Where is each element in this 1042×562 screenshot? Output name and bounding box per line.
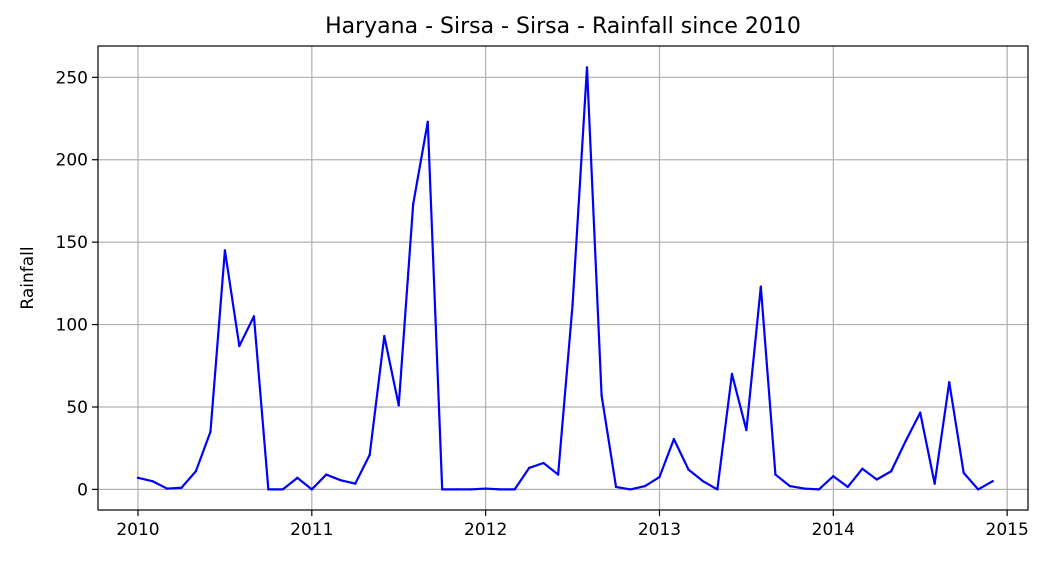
data-point <box>383 334 386 338</box>
data-point <box>542 461 545 465</box>
data-point <box>498 488 502 491</box>
data-point <box>759 285 763 288</box>
data-point <box>614 485 618 489</box>
data-point <box>223 249 227 252</box>
data-point <box>296 476 299 480</box>
data-point <box>455 488 458 491</box>
data-point <box>817 488 821 491</box>
y-axis-label: Rainfall <box>18 246 38 309</box>
data-point <box>730 372 734 376</box>
data-point <box>238 344 241 348</box>
y-tick-label: 200 <box>56 151 88 171</box>
rainfall-series-line <box>137 66 994 491</box>
data-point <box>194 470 198 473</box>
data-point <box>281 488 284 491</box>
data-point <box>672 437 676 441</box>
data-point <box>962 471 965 475</box>
x-tick-label: 2014 <box>812 520 855 540</box>
data-point <box>585 66 589 69</box>
chart-title: Haryana - Sirsa - Sirsa - Rainfall since… <box>325 14 801 39</box>
data-point <box>411 203 415 206</box>
data-point <box>948 381 951 384</box>
data-point <box>368 453 371 456</box>
data-point <box>209 430 212 433</box>
x-tick-label: 2011 <box>290 520 333 540</box>
data-point <box>252 315 256 318</box>
data-point <box>976 488 980 491</box>
data-point <box>571 303 574 306</box>
data-point <box>788 484 792 488</box>
data-point <box>889 470 893 473</box>
y-tick-label: 250 <box>56 68 88 88</box>
data-point <box>846 485 849 489</box>
data-point <box>470 488 473 491</box>
data-point <box>629 488 632 491</box>
data-point <box>136 476 140 480</box>
data-point <box>803 487 806 490</box>
data-point <box>440 488 444 491</box>
data-point <box>716 488 719 491</box>
data-point <box>774 473 777 476</box>
data-point <box>151 479 154 483</box>
data-point <box>832 475 835 478</box>
series-layer <box>136 66 994 491</box>
data-point <box>513 488 516 491</box>
y-tick-label: 50 <box>66 398 88 418</box>
data-point <box>861 467 864 470</box>
data-point <box>875 478 878 481</box>
data-point <box>687 468 690 471</box>
data-point <box>165 487 169 490</box>
data-point <box>658 475 661 479</box>
data-point <box>600 394 603 397</box>
data-point <box>701 479 705 483</box>
x-tick-label: 2012 <box>464 520 507 540</box>
y-tick-label: 100 <box>56 316 88 336</box>
x-tick-label: 2010 <box>116 520 159 540</box>
data-point <box>904 439 907 442</box>
data-point <box>556 473 560 476</box>
data-point <box>310 488 314 491</box>
data-point <box>991 479 994 483</box>
y-tick-label: 0 <box>77 480 88 500</box>
x-tick-label: 2015 <box>986 520 1029 540</box>
data-point <box>325 473 328 476</box>
plot-frame <box>97 45 1029 511</box>
data-point <box>484 487 487 490</box>
data-point <box>339 479 343 482</box>
data-point <box>919 411 922 414</box>
data-point <box>527 466 531 470</box>
data-point <box>267 488 270 491</box>
y-tick-label: 150 <box>56 233 88 253</box>
data-point <box>426 120 429 124</box>
y-axis: 0 50 100 150 200 250 <box>56 68 98 500</box>
data-point <box>397 404 400 407</box>
data-point <box>643 484 647 488</box>
data-point <box>180 486 183 489</box>
x-axis: 2010 2011 2012 2013 2014 2015 <box>116 510 1029 540</box>
data-point <box>933 482 936 485</box>
data-point <box>745 428 748 432</box>
data-point <box>354 482 357 485</box>
grid <box>98 46 1028 510</box>
x-tick-label: 2013 <box>638 520 681 540</box>
